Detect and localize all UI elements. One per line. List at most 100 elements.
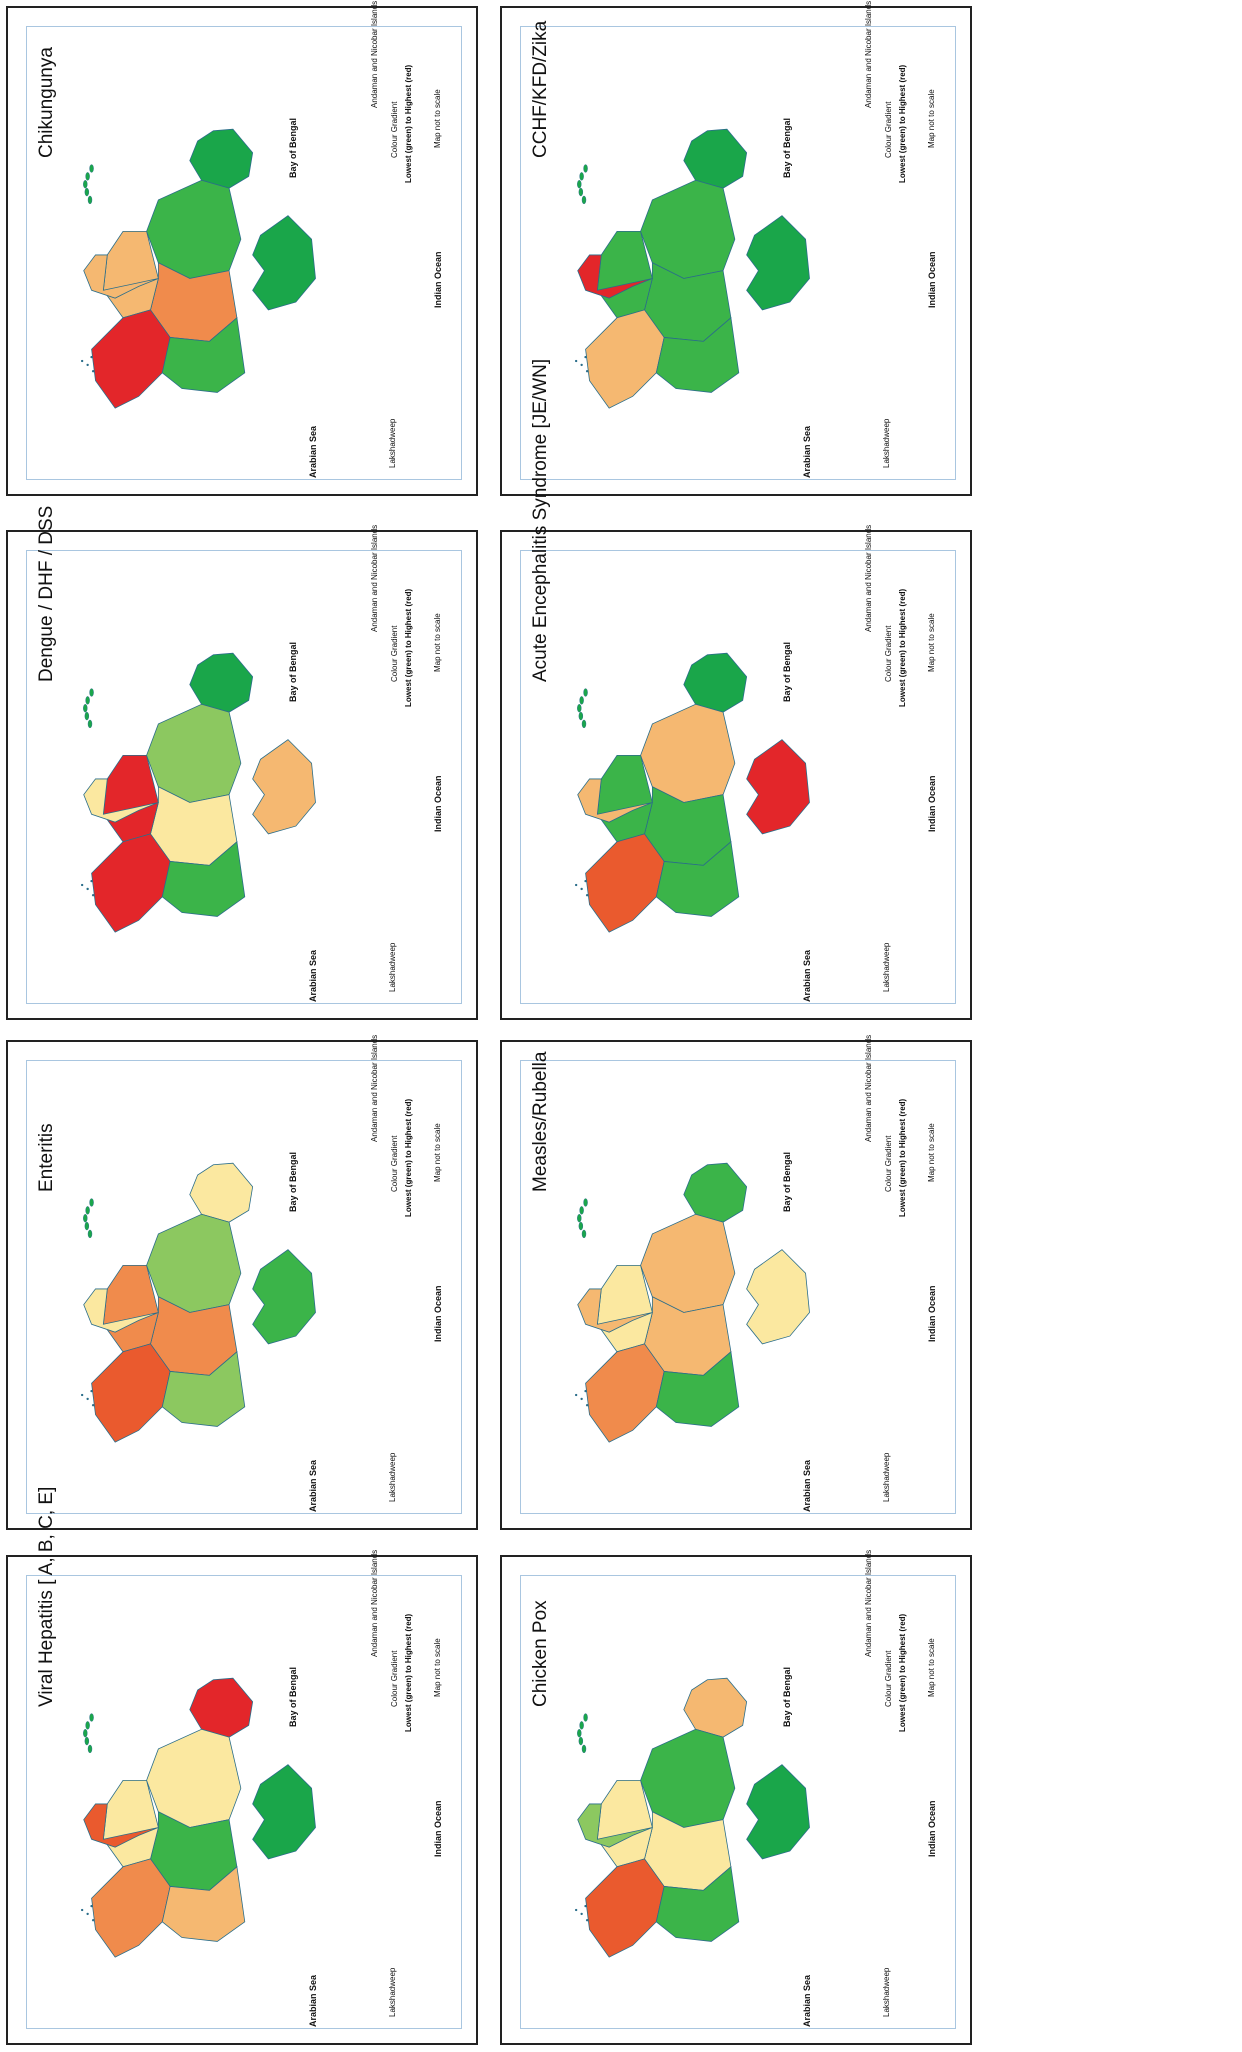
- legend-map-not-to-scale: Map not to scale: [927, 1638, 936, 1697]
- legend-lowest-highest: Lowest (green) to Highest (red): [404, 1098, 413, 1217]
- region-south: [585, 1858, 665, 1958]
- region-southwest: [596, 1264, 653, 1353]
- region-east: [655, 1866, 740, 1942]
- region-north: [683, 1162, 748, 1223]
- island-marker: [585, 1919, 589, 1922]
- andaman-island: [84, 1221, 90, 1231]
- region-gujarat: [577, 1288, 653, 1333]
- map-frame: [26, 26, 462, 480]
- label-bay-of-bengal: Bay of Bengal: [782, 641, 792, 702]
- island-marker: [574, 359, 578, 363]
- region-east: [161, 841, 246, 917]
- label-lakshadweep: Lakshadweep: [388, 418, 397, 468]
- island-marker: [91, 1404, 95, 1407]
- label-andaman: Andaman and Nicobar Islands: [370, 1034, 379, 1142]
- andaman-island: [583, 1713, 588, 1722]
- andaman-island: [581, 1229, 587, 1239]
- region-southwest: [596, 1779, 653, 1868]
- region-south: [585, 833, 665, 933]
- map-title: Measles/Rubella: [530, 1051, 551, 1192]
- legend-map-not-to-scale: Map not to scale: [433, 613, 442, 672]
- region-gujarat: [577, 1803, 653, 1848]
- region-southwest: [102, 1264, 159, 1353]
- region-southwest: [596, 754, 653, 843]
- andaman-island: [83, 180, 88, 189]
- label-bay-of-bengal: Bay of Bengal: [782, 1666, 792, 1727]
- label-lakshadweep: Lakshadweep: [882, 1967, 891, 2017]
- label-andaman: Andaman and Nicobar Islands: [864, 1549, 873, 1657]
- andaman-island: [583, 1198, 588, 1207]
- legend-colour-gradient: Colour Gradient: [884, 101, 893, 158]
- region-northeast: [252, 1764, 316, 1860]
- legend-map-not-to-scale: Map not to scale: [927, 89, 936, 148]
- andaman-island: [577, 1214, 582, 1223]
- island-marker: [574, 1908, 578, 1912]
- region-south: [585, 1343, 665, 1443]
- region-northeast: [252, 215, 316, 311]
- andaman-island: [578, 711, 584, 721]
- island-marker: [90, 1904, 93, 1908]
- andaman-island: [87, 1744, 93, 1754]
- map-frame: [26, 550, 462, 1004]
- legend-map-not-to-scale: Map not to scale: [927, 1123, 936, 1182]
- india-choropleth-map: [574, 652, 810, 933]
- andaman-island: [581, 1744, 587, 1754]
- label-bay-of-bengal: Bay of Bengal: [288, 1666, 298, 1727]
- region-east: [655, 317, 740, 393]
- andaman-island: [87, 195, 93, 205]
- island-marker: [90, 879, 93, 883]
- island-marker: [91, 370, 95, 373]
- region-north: [683, 128, 748, 189]
- region-north: [189, 128, 254, 189]
- andaman-island: [83, 1214, 88, 1223]
- island-marker: [584, 355, 587, 359]
- island-marker: [90, 1389, 93, 1393]
- island-marker: [86, 1912, 89, 1916]
- legend-lowest-highest: Lowest (green) to Highest (red): [898, 1098, 907, 1217]
- andaman-island: [89, 688, 94, 697]
- andaman-island: [87, 1229, 93, 1239]
- andaman-island: [577, 1729, 582, 1738]
- map-title: Dengue / DHF / DSS: [36, 505, 57, 682]
- island-marker: [585, 894, 589, 897]
- legend-colour-gradient: Colour Gradient: [390, 101, 399, 158]
- legend-map-not-to-scale: Map not to scale: [927, 613, 936, 672]
- legend-lowest-highest: Lowest (green) to Highest (red): [898, 1613, 907, 1732]
- region-north: [683, 652, 748, 713]
- region-gujarat: [577, 254, 653, 299]
- legend-colour-gradient: Colour Gradient: [390, 1135, 399, 1192]
- map-panel-8: Chicken Pox Bay of Bengal Arabian Sea India…: [500, 1550, 972, 2045]
- andaman-island: [83, 1729, 88, 1738]
- island-marker: [86, 1397, 89, 1401]
- island-marker: [80, 1908, 84, 1912]
- andaman-island: [578, 1221, 584, 1231]
- legend-colour-gradient: Colour Gradient: [390, 1650, 399, 1707]
- india-choropleth-map: [80, 1162, 316, 1443]
- label-arabian-sea: Arabian Sea: [308, 949, 318, 1002]
- andaman-island: [89, 164, 94, 173]
- map-title: Acute Encephalitis Syndrome [JE/WN]: [530, 358, 551, 682]
- map-title: Chikungunya: [36, 47, 57, 158]
- region-south: [91, 1343, 171, 1443]
- label-bay-of-bengal: Bay of Bengal: [288, 1151, 298, 1212]
- region-east: [655, 841, 740, 917]
- label-bay-of-bengal: Bay of Bengal: [288, 641, 298, 702]
- label-lakshadweep: Lakshadweep: [388, 1452, 397, 1502]
- region-east: [161, 1351, 246, 1427]
- andaman-island: [85, 172, 90, 181]
- andaman-island: [89, 1713, 94, 1722]
- label-bay-of-bengal: Bay of Bengal: [288, 117, 298, 178]
- region-north: [189, 652, 254, 713]
- map-frame: [520, 1060, 956, 1514]
- region-east: [161, 317, 246, 393]
- region-gujarat: [83, 778, 159, 823]
- island-marker: [584, 1904, 587, 1908]
- label-andaman: Andaman and Nicobar Islands: [370, 1549, 379, 1657]
- island-marker: [580, 887, 583, 891]
- map-panel-3: Enteritis Bay of Bengal Arabian Sea Indian …: [6, 1035, 478, 1530]
- label-bay-of-bengal: Bay of Bengal: [782, 117, 792, 178]
- region-northeast: [746, 1249, 810, 1345]
- label-indian-ocean: Indian Ocean: [433, 775, 443, 832]
- legend-lowest-highest: Lowest (green) to Highest (red): [404, 1613, 413, 1732]
